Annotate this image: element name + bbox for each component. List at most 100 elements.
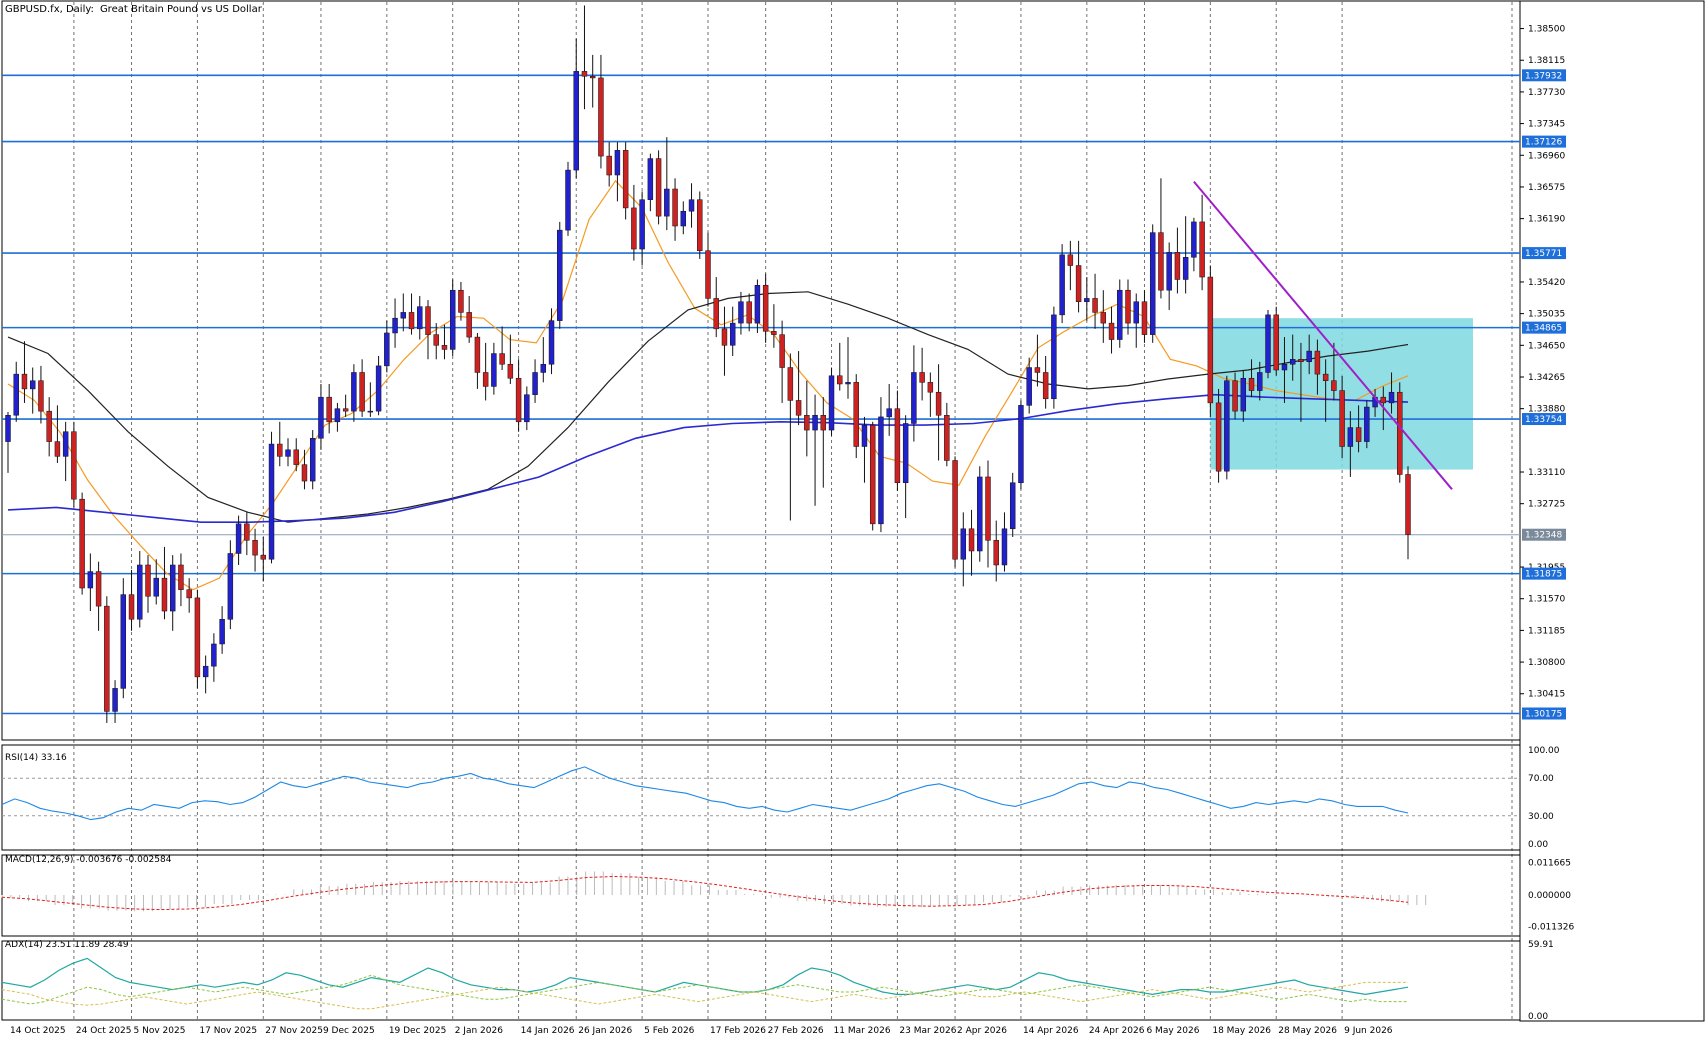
candle <box>1355 405 1362 453</box>
bullish-candle-body <box>1240 377 1247 412</box>
bullish-candle-body <box>812 415 818 431</box>
level-price-tag <box>1522 247 1566 260</box>
candle <box>935 364 942 461</box>
candle <box>29 367 36 414</box>
bullish-candle-body <box>1265 314 1271 373</box>
bearish-candle-body <box>952 460 958 560</box>
bullish-candle-body <box>960 528 967 560</box>
bearish-candle-body <box>433 334 439 346</box>
bearish-candle-body <box>771 331 777 335</box>
candle <box>71 421 77 508</box>
candle <box>219 606 225 654</box>
candle <box>169 555 176 631</box>
candle <box>1364 400 1370 449</box>
candle <box>927 372 934 417</box>
candle <box>861 416 868 483</box>
candle <box>21 341 28 403</box>
bullish-candle-body <box>1289 359 1296 365</box>
candle <box>845 337 851 399</box>
bearish-candle-body <box>244 523 250 541</box>
bearish-candle-body <box>944 415 950 461</box>
x-tick-label: 28 May 2026 <box>1278 1026 1337 1036</box>
x-tick-label: 24 Apr 2026 <box>1089 1026 1145 1036</box>
y-tick-label: 1.37345 <box>1528 120 1565 130</box>
level-price-label: 1.37126 <box>1525 138 1562 148</box>
y-tick-label: 1.36190 <box>1528 215 1565 225</box>
bullish-candle-body <box>1084 298 1090 302</box>
bearish-candle-body <box>919 372 925 383</box>
candle <box>153 559 159 605</box>
candle <box>128 569 135 631</box>
candle <box>186 578 192 613</box>
bearish-candle-body <box>1067 254 1074 266</box>
bullish-candle-body <box>227 553 234 620</box>
candle <box>532 359 538 403</box>
candle <box>1273 306 1279 376</box>
bearish-candle-body <box>194 597 201 678</box>
bullish-candle-body <box>392 317 398 334</box>
bullish-candle-body <box>688 199 695 212</box>
bullish-candle-body <box>29 380 36 390</box>
candle <box>145 555 151 613</box>
y-tick-label: 1.33880 <box>1528 405 1565 415</box>
candle <box>392 298 398 348</box>
candle <box>754 279 761 333</box>
y-tick-label: 1.32725 <box>1528 500 1565 510</box>
y-tick-label: 1.31570 <box>1528 595 1565 605</box>
candle <box>161 546 168 620</box>
candle <box>795 351 802 426</box>
level-price-tag <box>1522 135 1566 148</box>
bearish-candle-body <box>474 336 481 373</box>
candle <box>1141 290 1148 343</box>
x-tick-label: 2 Jan 2026 <box>455 1026 503 1036</box>
time-gridlines <box>73 2 1513 1020</box>
bearish-candle-body <box>326 396 332 423</box>
bearish-candle-body <box>985 476 991 541</box>
bearish-candle-body <box>507 363 514 379</box>
candle <box>738 291 744 335</box>
candle <box>1084 277 1090 321</box>
candle <box>639 191 645 266</box>
bullish-candle-body <box>1281 363 1288 371</box>
bearish-candle-body <box>1125 289 1131 324</box>
y-tick-label: 1.36960 <box>1528 151 1565 161</box>
bullish-candle-body <box>977 476 983 552</box>
candle <box>779 320 785 403</box>
macd-title: MACD(12,26,9) -0.003676 -0.002584 <box>5 855 172 865</box>
candle <box>1207 265 1214 417</box>
candle <box>1298 342 1304 422</box>
candle <box>1265 309 1271 379</box>
bearish-candle-body <box>589 76 596 79</box>
candle <box>1059 244 1065 324</box>
bearish-candle-body <box>1100 312 1107 324</box>
bearish-candle-body <box>186 589 192 599</box>
x-tick-label: 17 Nov 2025 <box>199 1026 257 1036</box>
bullish-candle-body <box>540 363 547 373</box>
candle <box>466 295 472 343</box>
bearish-candle-body <box>1355 427 1362 442</box>
y-tick-label: 1.30800 <box>1528 658 1565 668</box>
candle <box>886 383 892 436</box>
bearish-candle-body <box>1339 390 1345 447</box>
candle <box>1388 372 1395 414</box>
bearish-candle-body <box>1331 380 1337 391</box>
y-tick-label: 1.30415 <box>1528 690 1565 700</box>
x-tick-label: 27 Nov 2025 <box>265 1026 323 1036</box>
macd-tick-label: -0.011326 <box>1528 923 1574 933</box>
adx-tick-label: 59.91 <box>1528 940 1554 950</box>
bearish-candle-body <box>466 312 472 338</box>
rsi-title: RSI(14) 33.16 <box>5 753 67 763</box>
bullish-candle-body <box>1026 367 1032 406</box>
bearish-candle-body <box>145 564 151 597</box>
bearish-candle-body <box>515 377 522 423</box>
candle <box>515 359 522 432</box>
x-tick-label: 19 Dec 2025 <box>389 1026 447 1036</box>
bullish-candle-body <box>861 424 868 447</box>
candle <box>540 337 547 383</box>
bearish-candle-body <box>408 312 415 330</box>
bullish-candle-body <box>911 372 917 424</box>
level-price-label: 1.33754 <box>1525 415 1562 425</box>
candle <box>911 345 917 442</box>
bullish-candle-body <box>351 372 357 412</box>
